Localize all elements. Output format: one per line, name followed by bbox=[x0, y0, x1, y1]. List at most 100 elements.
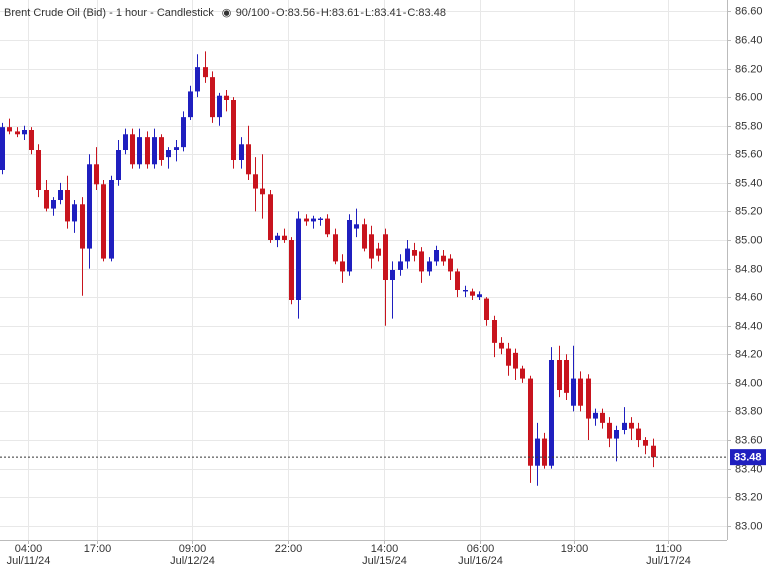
candle-body bbox=[542, 438, 547, 466]
y-tick-label: 85.80 bbox=[735, 120, 763, 132]
separator: - bbox=[316, 7, 320, 19]
candle-body bbox=[87, 164, 92, 249]
x-tick-label: 09:00 bbox=[179, 543, 207, 555]
candle-body bbox=[362, 224, 367, 249]
candle-body bbox=[340, 261, 345, 272]
candle-body bbox=[253, 174, 258, 189]
candle-body bbox=[369, 234, 374, 259]
candle-body bbox=[145, 137, 150, 165]
y-tick-label: 84.20 bbox=[735, 348, 763, 360]
x-tick-date: Jul/17/24 bbox=[646, 555, 691, 567]
y-tick-label: 84.80 bbox=[735, 263, 763, 275]
candle-body bbox=[130, 134, 135, 165]
candle-body bbox=[65, 190, 70, 222]
x-tick-label: 04:00 bbox=[15, 543, 43, 555]
candle-body bbox=[564, 360, 569, 393]
candle-body bbox=[643, 440, 648, 446]
candle-body bbox=[166, 150, 171, 158]
candle-body bbox=[101, 184, 106, 259]
candle-body bbox=[455, 271, 460, 290]
candle-body bbox=[15, 131, 20, 135]
y-tick-label: 85.60 bbox=[735, 148, 763, 160]
candle-body bbox=[203, 67, 208, 78]
candle-body bbox=[557, 360, 562, 390]
candle-body bbox=[0, 127, 5, 170]
candle-body bbox=[513, 352, 518, 369]
candle-body bbox=[159, 137, 164, 160]
candle-body bbox=[607, 422, 612, 439]
x-tick-label: 14:00 bbox=[371, 543, 399, 555]
candle-body bbox=[137, 137, 142, 165]
candle-body bbox=[188, 91, 193, 118]
candle-body bbox=[477, 294, 482, 298]
candle-body bbox=[195, 67, 200, 92]
labels: 83.00 83.20 83.40 83.60 83.80 84.00 84.20 84.40… bbox=[7, 5, 766, 567]
candle-body bbox=[268, 194, 273, 240]
candle-body bbox=[282, 235, 287, 240]
x-tick-label: 06:00 bbox=[467, 543, 495, 555]
candle-body bbox=[311, 218, 316, 222]
y-tick-label: 84.40 bbox=[735, 320, 763, 332]
candle-body bbox=[434, 250, 439, 262]
x-tick-date: Jul/11/24 bbox=[7, 555, 51, 567]
candle-body bbox=[506, 348, 511, 366]
x-tick-date: Jul/12/24 bbox=[170, 555, 215, 567]
candle-body bbox=[109, 180, 114, 259]
x-tick-label: 19:00 bbox=[561, 543, 589, 555]
candle-body bbox=[260, 188, 265, 195]
candle-body bbox=[441, 255, 446, 262]
ohlc-label: C:83.48 bbox=[407, 7, 446, 19]
y-tick-label: 83.80 bbox=[735, 405, 763, 417]
candle-body bbox=[398, 261, 403, 270]
candle-body bbox=[405, 248, 410, 262]
x-tick-label: 17:00 bbox=[84, 543, 112, 555]
y-tick-label: 84.00 bbox=[735, 377, 763, 389]
candle-body bbox=[419, 251, 424, 272]
candle-body bbox=[36, 150, 41, 190]
candle-body bbox=[622, 422, 627, 430]
candle-body bbox=[22, 130, 27, 135]
y-tick-label: 84.60 bbox=[735, 291, 763, 303]
candle-body bbox=[614, 430, 619, 439]
candle-body bbox=[72, 204, 77, 222]
candle-body bbox=[470, 291, 475, 296]
y-tick-label: 83.60 bbox=[735, 434, 763, 446]
candle-body bbox=[376, 248, 381, 256]
ohlc-label: O:83.56 bbox=[276, 7, 315, 19]
candles bbox=[0, 51, 727, 486]
candle-body bbox=[586, 378, 591, 419]
candle-body bbox=[651, 445, 656, 458]
candle-body bbox=[325, 218, 330, 235]
candle-body bbox=[224, 95, 229, 100]
candle-body bbox=[463, 290, 468, 292]
y-tick-label: 85.40 bbox=[735, 177, 763, 189]
separator: - bbox=[403, 7, 407, 19]
candle-body bbox=[571, 378, 576, 406]
candle-body bbox=[578, 378, 583, 406]
candle-body bbox=[636, 428, 641, 440]
candle-body bbox=[593, 412, 598, 419]
candle-body bbox=[347, 220, 352, 272]
candle-body bbox=[318, 218, 323, 220]
candle-body bbox=[535, 438, 540, 466]
candle-body bbox=[499, 342, 504, 349]
separator: - bbox=[360, 7, 364, 19]
chart-title: Brent Crude Oil (Bid) - 1 hour - Candles… bbox=[4, 7, 214, 19]
y-tick-label: 83.40 bbox=[735, 463, 763, 475]
candle-body bbox=[484, 298, 489, 320]
y-tick-label: 85.20 bbox=[735, 205, 763, 217]
candle-body bbox=[600, 412, 605, 423]
candle-body bbox=[210, 77, 215, 118]
last-price-box bbox=[730, 449, 766, 466]
y-tick-label: 83.00 bbox=[735, 520, 763, 532]
candle-body bbox=[7, 127, 12, 132]
candle-body bbox=[549, 360, 554, 466]
x-tick-label: 22:00 bbox=[275, 543, 303, 555]
candle-body bbox=[80, 204, 85, 249]
candle-body bbox=[289, 240, 294, 300]
y-tick-label: 86.60 bbox=[735, 5, 763, 17]
counter: 90/100 bbox=[236, 7, 270, 19]
candle-body bbox=[390, 270, 395, 280]
candle-body bbox=[492, 320, 497, 343]
